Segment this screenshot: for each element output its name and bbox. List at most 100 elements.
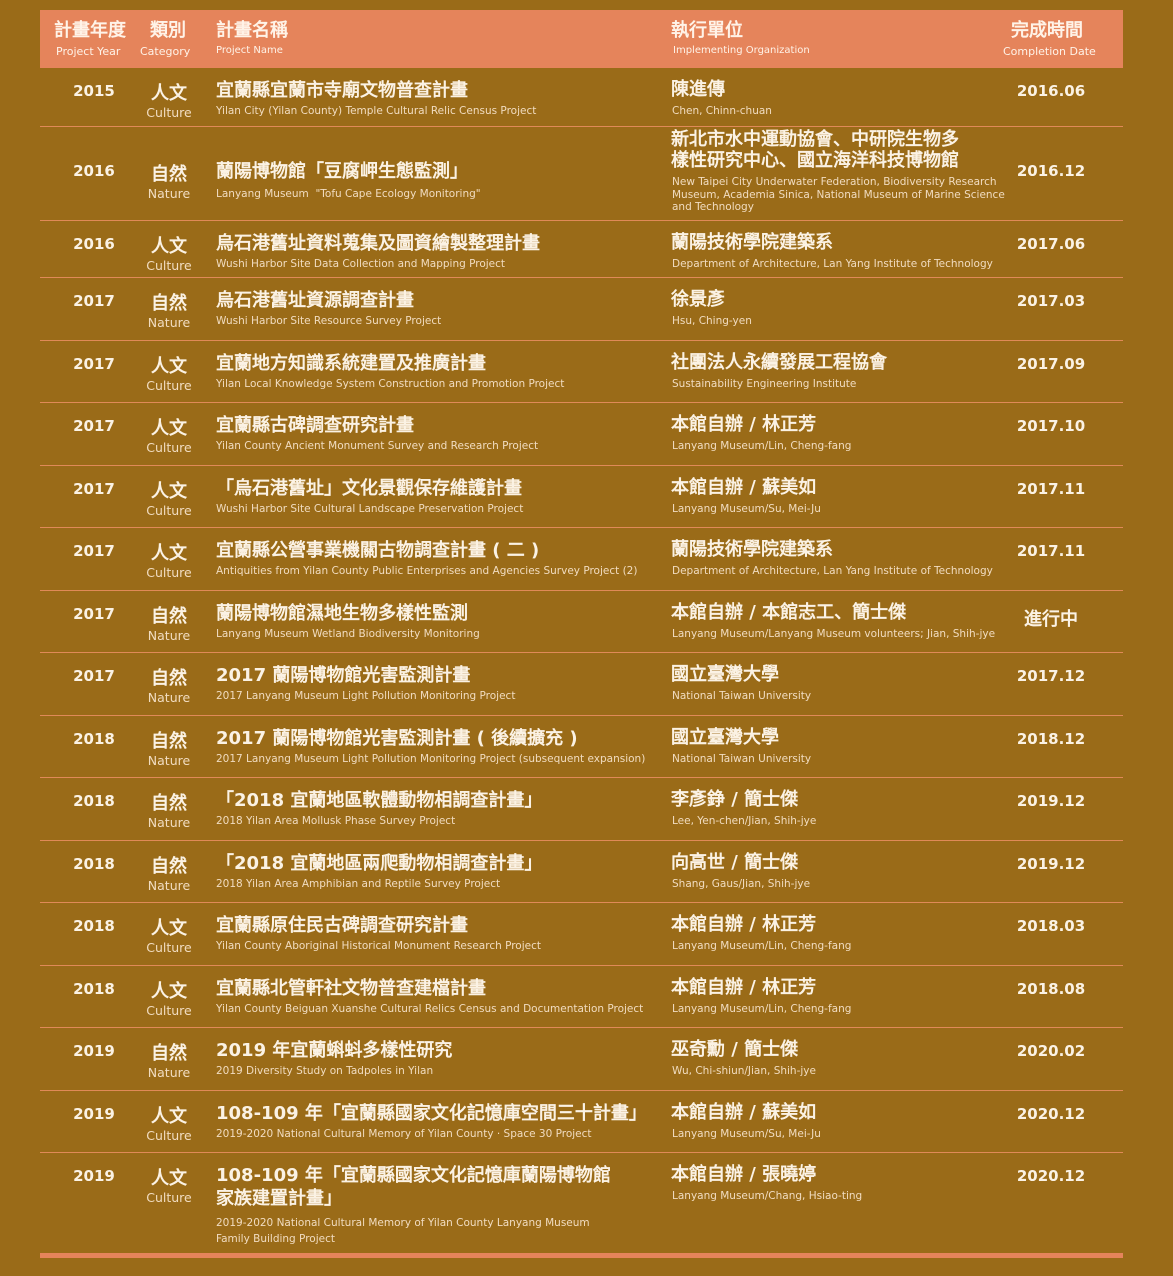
year-cell: 2017 [73, 542, 115, 560]
category-cell: 自然 [151, 1043, 187, 1064]
category-en-cell: Nature [147, 186, 191, 201]
organization-en-cell: Sustainability Engineering Institute [672, 378, 857, 390]
year-cell: 2019 [73, 1105, 115, 1123]
year-cell: 2017 [73, 355, 115, 373]
organization-cell: 巫奇勳 / 簡士傑 [671, 1039, 799, 1060]
year-cell: 2017 [73, 667, 115, 685]
category-cell: 人文 [151, 918, 187, 939]
table-row: 2017 人文 Culture 宜蘭縣古碑調查研究計畫 Yilan County Anc… [40, 403, 1123, 466]
category-en-cell: Culture [146, 1190, 192, 1205]
category-cell: 人文 [151, 981, 187, 1002]
header-year-en: Project Year [56, 45, 121, 58]
category-en-cell: Culture [146, 258, 192, 273]
category-cell: 人文 [151, 1168, 187, 1189]
category-cell: 自然 [151, 293, 187, 314]
project-name-en-cell: Wushi Harbor Site Data Collection and Ma… [216, 258, 506, 270]
project-name-cell: 2017 蘭陽博物館光害監測計畫 [216, 665, 471, 686]
category-en-cell: Culture [146, 1128, 192, 1143]
completion-date-cell: 2019.12 [1016, 855, 1086, 873]
organization-en-cell: Lee, Yen-chen/Jian, Shih-jye [672, 815, 817, 827]
project-name-cell: 蘭陽博物館濕地生物多樣性監測 [216, 603, 468, 624]
project-name-en-cell: Wushi Harbor Site Resource Survey Projec… [216, 315, 442, 327]
table-row: 2018 自然 Nature 2017 蘭陽博物館光害監測計畫 ( 後續擴充 ) 201… [40, 716, 1123, 778]
organization-cell: 本館自辦 / 張曉婷 [671, 1164, 817, 1185]
table-row: 2018 人文 Culture 宜蘭縣原住民古碑調查研究計畫 Yilan County … [40, 903, 1123, 966]
category-en-cell: Nature [147, 690, 191, 705]
table-row: 2016 人文 Culture 烏石港舊址資料蒐集及圖資繪製整理計畫 Wushi Har… [40, 221, 1123, 278]
organization-cell: 蘭陽技術學院建築系 [671, 232, 833, 253]
organization-en-cell: Department of Architecture, Lan Yang Ins… [672, 258, 993, 270]
category-en-cell: Culture [146, 503, 192, 518]
category-en-cell: Nature [147, 628, 191, 643]
completion-date-cell: 2018.12 [1016, 730, 1086, 748]
project-name-cell: 宜蘭縣原住民古碑調查研究計畫 [216, 915, 468, 936]
category-cell: 人文 [151, 83, 187, 104]
organization-cell: 本館自辦 / 林正芳 [671, 977, 817, 998]
completion-date-cell: 2017.06 [1016, 235, 1086, 253]
project-name-cell: 宜蘭縣北管軒社文物普查建檔計畫 [216, 978, 486, 999]
header-name-en: Project Name [216, 45, 283, 56]
project-name-cell: 108-109 年「宜蘭縣國家文化記憶庫空間三十計畫」 [216, 1103, 647, 1124]
project-name-en-cell: 2019 Diversity Study on Tadpoles in Yila… [216, 1065, 434, 1077]
completion-date-cell: 2017.12 [1016, 667, 1086, 685]
category-en-cell: Culture [146, 378, 192, 393]
year-cell: 2018 [73, 792, 115, 810]
organization-en-cell: Lanyang Museum/Lanyang Museum volunteers… [672, 628, 996, 640]
category-cell: 自然 [151, 668, 187, 689]
completion-date-cell: 2017.11 [1016, 542, 1086, 560]
organization-cell: 蘭陽技術學院建築系 [671, 539, 833, 560]
category-cell: 人文 [151, 236, 187, 257]
year-cell: 2017 [73, 605, 115, 623]
category-cell: 自然 [151, 164, 187, 185]
completion-date-cell: 2020.12 [1016, 1105, 1086, 1123]
year-cell: 2019 [73, 1042, 115, 1060]
project-name-cell: 108-109 年「宜蘭縣國家文化記憶庫蘭陽博物館 家族建置計畫」 [216, 1165, 611, 1209]
header-date-en: Completion Date [1003, 45, 1096, 58]
header-category-en: Category [140, 45, 191, 58]
category-en-cell: Nature [147, 1065, 191, 1080]
category-cell: 自然 [151, 731, 187, 752]
table-row: 2018 自然 Nature 「2018 宜蘭地區兩爬動物相調查計畫」 2018 Yil… [40, 841, 1123, 903]
year-cell: 2017 [73, 292, 115, 310]
header-name: 計畫名稱 [216, 20, 288, 41]
organization-cell: 向高世 / 簡士傑 [671, 852, 799, 873]
category-cell: 人文 [151, 356, 187, 377]
year-cell: 2018 [73, 730, 115, 748]
category-en-cell: Culture [146, 105, 192, 120]
organization-en-cell: Lanyang Museum/Su, Mei-Ju [672, 1128, 821, 1140]
organization-en-cell: Shang, Gaus/Jian, Shih-jye [672, 878, 811, 890]
project-name-en-cell: Yilan City (Yilan County) Temple Cultura… [216, 105, 537, 117]
project-name-en-cell: Lanyang Museum Wetland Biodiversity Moni… [216, 628, 480, 640]
category-cell: 自然 [151, 606, 187, 627]
organization-en-cell: Lanyang Museum/Chang, Hsiao-ting [672, 1190, 863, 1202]
project-name-en-cell: 2017 Lanyang Museum Light Pollution Moni… [216, 690, 516, 702]
organization-cell: 社團法人永續發展工程協會 [671, 352, 887, 373]
organization-en-cell: Chen, Chinn-chuan [672, 105, 772, 117]
organization-cell: 陳進傳 [671, 79, 725, 100]
completion-date-cell: 2020.02 [1016, 1042, 1086, 1060]
organization-en-cell: National Taiwan University [672, 753, 812, 765]
year-cell: 2018 [73, 855, 115, 873]
project-name-en-cell: Yilan Local Knowledge System Constructio… [216, 378, 565, 390]
year-cell: 2015 [73, 82, 115, 100]
projects-table: 計畫年度 Project Year 類別 Category 計畫名稱 Proje… [40, 10, 1123, 1258]
year-cell: 2016 [73, 162, 115, 180]
project-name-cell: 宜蘭縣宜蘭市寺廟文物普查計畫 [216, 80, 468, 101]
completion-date-cell: 2017.11 [1016, 480, 1086, 498]
category-en-cell: Nature [147, 878, 191, 893]
table-header: 計畫年度 Project Year 類別 Category 計畫名稱 Proje… [40, 10, 1123, 68]
completion-date-cell: 2016.06 [1016, 82, 1086, 100]
category-cell: 自然 [151, 793, 187, 814]
project-name-en-cell: Yilan County Beiguan Xuanshe Cultural Re… [216, 1003, 644, 1015]
organization-cell: 李彥錚 / 簡士傑 [671, 789, 799, 810]
project-name-en-cell: Yilan County Ancient Monument Survey and… [216, 440, 539, 452]
organization-cell: 本館自辦 / 林正芳 [671, 414, 817, 435]
organization-cell: 本館自辦 / 蘇美如 [671, 477, 817, 498]
project-name-en-cell: 2017 Lanyang Museum Light Pollution Moni… [216, 753, 646, 765]
project-name-cell: 宜蘭縣公營事業機關古物調查計畫 ( 二 ) [216, 540, 540, 561]
organization-cell: 國立臺灣大學 [671, 727, 779, 748]
year-cell: 2017 [73, 480, 115, 498]
table-row: 2018 自然 Nature 「2018 宜蘭地區軟體動物相調查計畫」 2018 Yil… [40, 778, 1123, 841]
category-cell: 人文 [151, 543, 187, 564]
project-name-cell: 宜蘭地方知識系統建置及推廣計畫 [216, 353, 486, 374]
